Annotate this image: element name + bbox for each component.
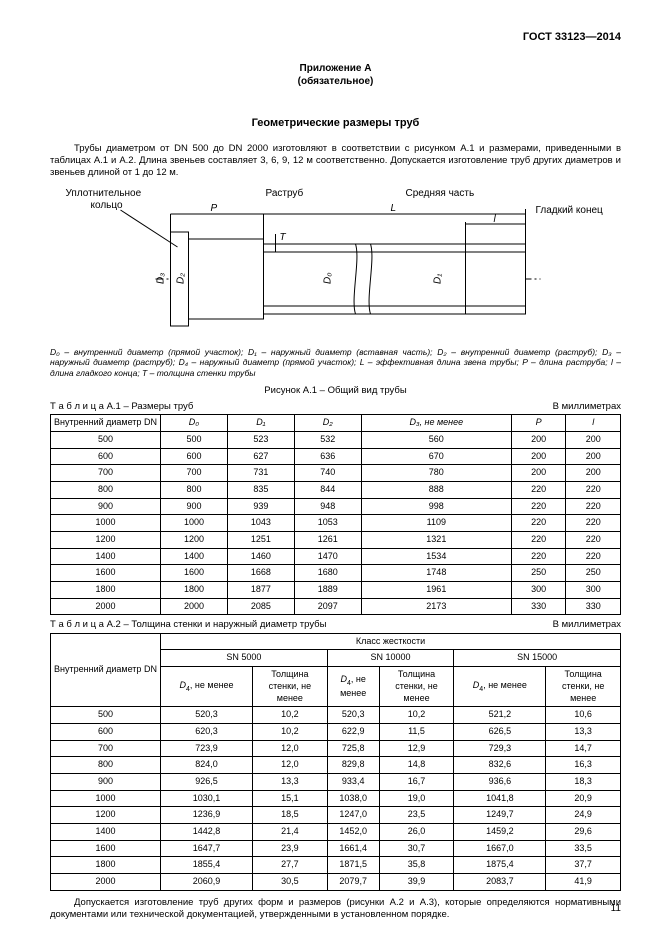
table-row: 900900939948998220220	[51, 498, 621, 515]
table-row: 18001800187718891961300300	[51, 582, 621, 599]
section-title: Геометрические размеры труб	[50, 116, 621, 130]
table-row: 18001855,427,71871,535,81875,437,7	[51, 857, 621, 874]
svg-text:P: P	[211, 203, 218, 214]
table1-head: Внутренний диаметр DND₀D₁D₂D₃, не менееP…	[51, 415, 621, 432]
table-row: 20002000208520972173330330	[51, 598, 621, 615]
table-row: 500520,310,2520,310,2521,210,6	[51, 707, 621, 724]
svg-text:D₀: D₀	[323, 272, 334, 283]
table-row: 12001200125112611321220220	[51, 532, 621, 549]
diagram-legend: D₀ – внутренний диаметр (прямой участок)…	[50, 347, 621, 379]
t2-dn-header: Внутренний диаметр DN	[51, 633, 161, 706]
table-row: 20002060,930,52079,739,92083,741,9	[51, 874, 621, 891]
table-row: 700700731740780200200	[51, 465, 621, 482]
footer-note: Допускается изготовление труб других фор…	[50, 897, 621, 922]
svg-text:Средняя часть: Средняя часть	[406, 188, 475, 199]
table-row: 800800835844888220220	[51, 481, 621, 498]
page-number: 11	[611, 902, 621, 915]
figure-caption: Рисунок А.1 – Общий вид трубы	[50, 385, 621, 397]
svg-text:D₂: D₂	[176, 272, 187, 283]
intro-paragraph: Трубы диаметром от DN 500 до DN 2000 изг…	[50, 143, 621, 180]
appendix-title-1: Приложение А	[50, 62, 621, 75]
pipe-diagram: Уплотнительное кольцо Раструб Средняя ча…	[50, 184, 621, 339]
svg-text:T: T	[280, 232, 287, 243]
svg-text:Гладкий конец: Гладкий конец	[536, 205, 604, 216]
svg-text:Раструб: Раструб	[266, 187, 304, 199]
svg-text:Уплотнительное: Уплотнительное	[66, 188, 142, 199]
table1-units: В миллиметрах	[553, 401, 621, 413]
svg-text:L: L	[391, 203, 397, 214]
svg-text:кольцо: кольцо	[91, 200, 123, 211]
table-row: 14001400146014701534220220	[51, 548, 621, 565]
page: ГОСТ 33123—2014 Приложение А (обязательн…	[0, 0, 661, 935]
table1-header-row: Т а б л и ц а А.1 – Размеры труб В милли…	[50, 401, 621, 413]
table-row: 500500523532560200200	[51, 431, 621, 448]
table-row: 600600627636670200200	[51, 448, 621, 465]
table2-header-row: Т а б л и ц а А.2 – Толщина стенки и нар…	[50, 619, 621, 631]
table-row: 16001647,723,91661,430,71667,033,5	[51, 840, 621, 857]
table2-units: В миллиметрах	[553, 619, 621, 631]
table-a2: Внутренний диаметр DN Класс жесткости SN…	[50, 633, 621, 891]
appendix-title-2: (обязательное)	[50, 75, 621, 88]
table-row: 900926,513,3933,416,7936,618,3	[51, 773, 621, 790]
document-code: ГОСТ 33123—2014	[50, 30, 621, 44]
svg-text:l: l	[494, 214, 497, 225]
table-row: 14001442,821,41452,026,01459,229,6	[51, 824, 621, 841]
table-row: 12001236,918,51247,023,51249,724,9	[51, 807, 621, 824]
svg-text:D₃: D₃	[156, 272, 167, 283]
table-row: 10001000104310531109220220	[51, 515, 621, 532]
t2-class-header: Класс жесткости	[161, 633, 621, 650]
table-row: 600620,310,2622,911,5626,513,3	[51, 723, 621, 740]
table1-label: Т а б л и ц а А.1 – Размеры труб	[50, 401, 193, 413]
svg-text:D₁: D₁	[433, 273, 444, 283]
table2-label: Т а б л и ц а А.2 – Толщина стенки и нар…	[50, 619, 326, 631]
table-row: 800824,012,0829,814,8832,616,3	[51, 757, 621, 774]
table1-body: 5005005235325602002006006006276366702002…	[51, 431, 621, 615]
table-row: 10001030,115,11038,019,01041,820,9	[51, 790, 621, 807]
table-row: 16001600166816801748250250	[51, 565, 621, 582]
table-a1: Внутренний диаметр DND₀D₁D₂D₃, не менееP…	[50, 414, 621, 615]
table-row: 700723,912,0725,812,9729,314,7	[51, 740, 621, 757]
table2-body: 500520,310,2520,310,2521,210,6600620,310…	[51, 707, 621, 891]
